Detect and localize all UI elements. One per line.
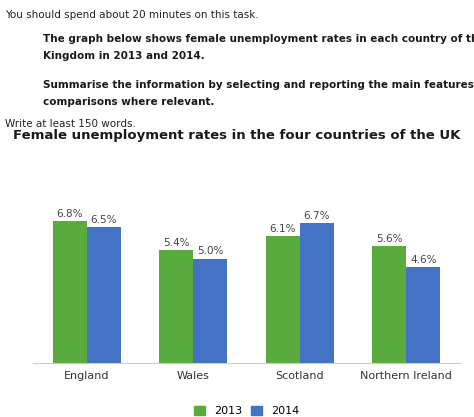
- Text: 5.4%: 5.4%: [163, 238, 190, 248]
- Text: Female unemployment rates in the four countries of the UK: Female unemployment rates in the four co…: [13, 129, 461, 142]
- Text: 6.8%: 6.8%: [56, 209, 83, 219]
- Bar: [372, 246, 406, 363]
- Text: 6.5%: 6.5%: [91, 215, 117, 225]
- Legend: 2013, 2014: 2013, 2014: [190, 401, 303, 417]
- Bar: [300, 223, 334, 363]
- Text: 6.1%: 6.1%: [269, 224, 296, 234]
- Bar: [265, 236, 300, 363]
- Text: 6.7%: 6.7%: [303, 211, 330, 221]
- Text: comparisons where relevant.: comparisons where relevant.: [43, 97, 214, 107]
- Bar: [53, 221, 87, 363]
- Text: 5.6%: 5.6%: [376, 234, 402, 244]
- Text: Summarise the information by selecting and reporting the main features, and make: Summarise the information by selecting a…: [43, 80, 474, 90]
- Text: Kingdom in 2013 and 2014.: Kingdom in 2013 and 2014.: [43, 51, 204, 61]
- Bar: [159, 250, 193, 363]
- Text: You should spend about 20 minutes on this task.: You should spend about 20 minutes on thi…: [5, 10, 258, 20]
- Text: 5.0%: 5.0%: [197, 246, 223, 256]
- Text: The graph below shows female unemployment rates in each country of the United: The graph below shows female unemploymen…: [43, 34, 474, 44]
- Text: Write at least 150 words.: Write at least 150 words.: [5, 119, 136, 129]
- Bar: [87, 227, 121, 363]
- Bar: [406, 267, 440, 363]
- Bar: [193, 259, 228, 363]
- Text: 4.6%: 4.6%: [410, 255, 437, 265]
